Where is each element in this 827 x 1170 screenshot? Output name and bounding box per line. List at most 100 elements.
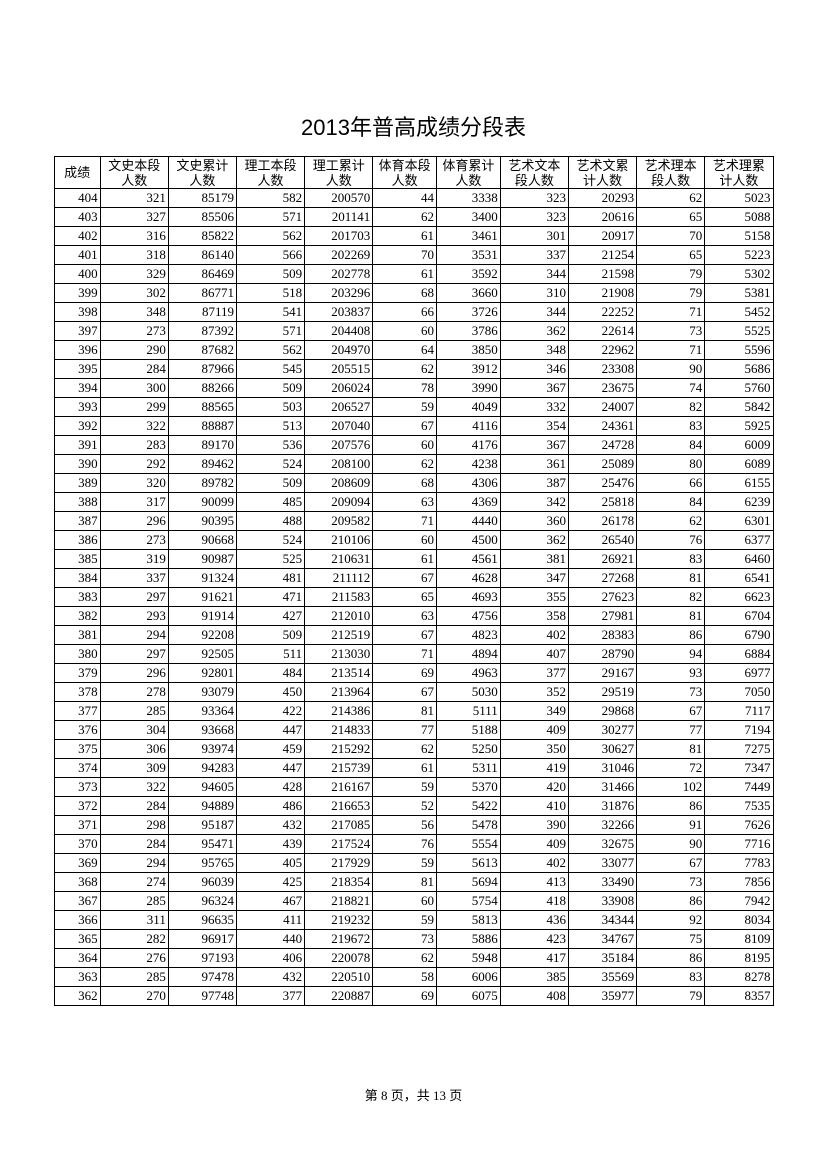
table-row: 3743099428344721573961531141931046727347 [54, 759, 773, 778]
table-cell: 4369 [437, 493, 501, 512]
table-row: 3843379132448121111267462834727268816541 [54, 569, 773, 588]
table-cell: 85506 [168, 208, 236, 227]
table-cell: 94 [637, 645, 705, 664]
table-cell: 7275 [705, 740, 773, 759]
table-cell: 380 [54, 645, 100, 664]
table-cell: 5596 [705, 341, 773, 360]
table-cell: 5613 [437, 854, 501, 873]
table-cell: 81 [373, 873, 437, 892]
table-cell: 402 [54, 227, 100, 246]
column-header-7: 艺术文本段人数 [500, 157, 568, 189]
table-cell: 270 [100, 987, 168, 1006]
table-cell: 59 [373, 398, 437, 417]
table-cell: 6977 [705, 664, 773, 683]
table-cell: 97748 [168, 987, 236, 1006]
table-cell: 86 [637, 949, 705, 968]
table-cell: 3850 [437, 341, 501, 360]
table-cell: 344 [500, 265, 568, 284]
table-cell: 484 [236, 664, 304, 683]
table-cell: 94605 [168, 778, 236, 797]
table-cell: 60 [373, 531, 437, 550]
table-cell: 7626 [705, 816, 773, 835]
table-cell: 201703 [305, 227, 373, 246]
table-cell: 25818 [568, 493, 636, 512]
table-cell: 62 [373, 740, 437, 759]
table-cell: 3726 [437, 303, 501, 322]
table-cell: 5925 [705, 417, 773, 436]
table-cell: 432 [236, 968, 304, 987]
table-cell: 3592 [437, 265, 501, 284]
table-cell: 92801 [168, 664, 236, 683]
table-cell: 405 [236, 854, 304, 873]
table-cell: 488 [236, 512, 304, 531]
table-cell: 68 [373, 474, 437, 493]
table-cell: 27268 [568, 569, 636, 588]
table-cell: 76 [637, 531, 705, 550]
table-cell: 346 [500, 360, 568, 379]
table-cell: 408 [500, 987, 568, 1006]
table-row: 3983488711954120383766372634422252715452 [54, 303, 773, 322]
table-cell: 385 [500, 968, 568, 987]
table-cell: 5250 [437, 740, 501, 759]
table-cell: 217085 [305, 816, 373, 835]
table-cell: 71 [637, 341, 705, 360]
table-cell: 317 [100, 493, 168, 512]
table-cell: 4628 [437, 569, 501, 588]
table-cell: 7535 [705, 797, 773, 816]
table-cell: 6884 [705, 645, 773, 664]
table-cell: 23675 [568, 379, 636, 398]
table-row: 3872969039548820958271444036026178626301 [54, 512, 773, 531]
table-cell: 524 [236, 455, 304, 474]
table-row: 3952848796654520551562391234623308905686 [54, 360, 773, 379]
table-cell: 503 [236, 398, 304, 417]
table-row: 3853199098752521063161456138126921836460 [54, 550, 773, 569]
table-cell: 83 [637, 550, 705, 569]
table-cell: 274 [100, 873, 168, 892]
table-cell: 390 [500, 816, 568, 835]
table-cell: 87682 [168, 341, 236, 360]
table-cell: 90 [637, 360, 705, 379]
table-cell: 425 [236, 873, 304, 892]
table-cell: 77 [637, 721, 705, 740]
column-header-4: 理工累计人数 [305, 157, 373, 189]
table-cell: 316 [100, 227, 168, 246]
table-cell: 84 [637, 436, 705, 455]
table-cell: 87966 [168, 360, 236, 379]
table-cell: 86 [637, 626, 705, 645]
table-cell: 332 [500, 398, 568, 417]
table-cell: 377 [500, 664, 568, 683]
table-row: 3972738739257120440860378636222614735525 [54, 322, 773, 341]
table-cell: 6623 [705, 588, 773, 607]
table-cell: 398 [54, 303, 100, 322]
column-header-8: 艺术文累计人数 [568, 157, 636, 189]
table-cell: 70 [637, 227, 705, 246]
table-cell: 90395 [168, 512, 236, 531]
table-cell: 67 [373, 569, 437, 588]
table-cell: 90668 [168, 531, 236, 550]
table-row: 3883179009948520909463436934225818846239 [54, 493, 773, 512]
table-cell: 304 [100, 721, 168, 740]
table-cell: 5686 [705, 360, 773, 379]
table-cell: 5760 [705, 379, 773, 398]
table-cell: 401 [54, 246, 100, 265]
table-cell: 390 [54, 455, 100, 474]
table-cell: 75 [637, 930, 705, 949]
table-cell: 3338 [437, 189, 501, 208]
table-cell: 5311 [437, 759, 501, 778]
table-cell: 86469 [168, 265, 236, 284]
table-cell: 309 [100, 759, 168, 778]
table-cell: 388 [54, 493, 100, 512]
table-cell: 34344 [568, 911, 636, 930]
table-cell: 214833 [305, 721, 373, 740]
table-cell: 367 [500, 436, 568, 455]
table-cell: 6541 [705, 569, 773, 588]
table-cell: 396 [54, 341, 100, 360]
table-cell: 31466 [568, 778, 636, 797]
table-cell: 62 [637, 189, 705, 208]
table-cell: 29167 [568, 664, 636, 683]
table-cell: 3990 [437, 379, 501, 398]
table-cell: 29868 [568, 702, 636, 721]
table-cell: 276 [100, 949, 168, 968]
table-cell: 337 [500, 246, 568, 265]
table-cell: 52 [373, 797, 437, 816]
